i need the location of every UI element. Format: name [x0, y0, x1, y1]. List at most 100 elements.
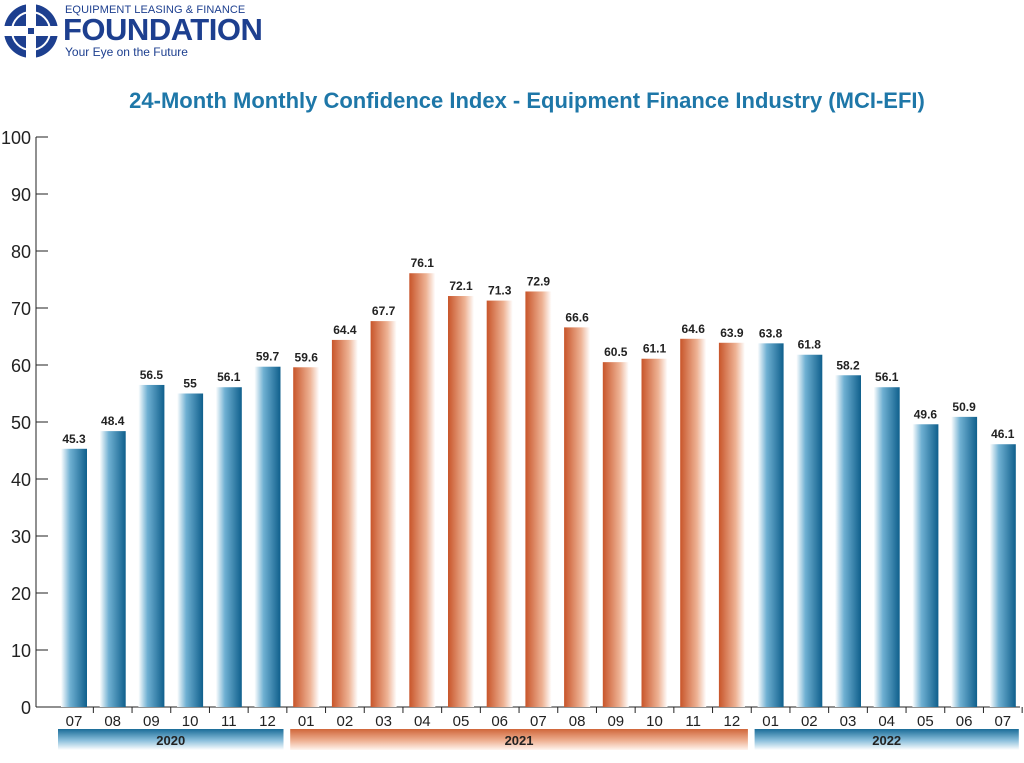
x-tick-label: 01 — [298, 713, 315, 730]
bar — [873, 387, 900, 707]
data-label: 63.8 — [759, 326, 783, 340]
chart-data-labels: 45.3 48.4 56.5 55 56.1 59.7 59.6 64.4 67.7 76.1 72… — [62, 256, 1014, 446]
x-tick-label: 12 — [724, 713, 741, 730]
data-label: 48.4 — [101, 414, 125, 428]
x-tick-label: 07 — [66, 713, 83, 730]
x-tick-label: 06 — [956, 713, 973, 730]
x-tick-label: 08 — [104, 713, 121, 730]
y-tick-label: 80 — [11, 242, 31, 262]
bar — [331, 339, 358, 707]
bar — [409, 273, 436, 707]
bar — [448, 296, 474, 707]
bar — [138, 384, 165, 707]
x-tick-label: 06 — [491, 713, 508, 730]
x-tick-label: 07 — [994, 713, 1011, 730]
data-label: 76.1 — [411, 256, 435, 270]
data-label: 58.2 — [836, 358, 860, 372]
x-tick-label: 08 — [569, 713, 586, 730]
bar — [951, 416, 978, 707]
year-band — [58, 729, 284, 750]
chart-title: 24-Month Monthly Confidence Index - Equi… — [129, 88, 925, 113]
year-band-label: 2021 — [505, 733, 534, 748]
x-tick-label: 11 — [685, 713, 701, 730]
logo-top-line: EQUIPMENT LEASING & FINANCE — [65, 4, 246, 16]
data-label: 56.5 — [140, 368, 164, 382]
y-tick-label: 50 — [11, 413, 31, 433]
x-tick-label: 05 — [917, 713, 934, 730]
x-tick-label: 12 — [259, 713, 276, 730]
data-label: 60.5 — [604, 345, 628, 359]
bar — [254, 366, 281, 707]
y-tick-label: 90 — [11, 185, 31, 205]
y-tick-label: 20 — [11, 584, 31, 604]
data-label: 61.1 — [643, 342, 667, 356]
x-tick-label: 03 — [375, 713, 392, 730]
x-tick-label: 09 — [143, 713, 160, 730]
bar — [525, 291, 552, 707]
bar — [370, 321, 397, 707]
bar — [641, 358, 668, 707]
data-label: 49.6 — [914, 407, 938, 421]
data-label: 72.9 — [527, 274, 551, 288]
x-tick-label: 09 — [607, 713, 624, 730]
bar — [602, 362, 629, 707]
y-tick-label: 60 — [11, 356, 31, 376]
year-band-label: 2020 — [156, 733, 185, 748]
bar — [680, 338, 707, 707]
x-tick-label: 07 — [530, 713, 547, 730]
bar — [835, 375, 861, 707]
data-label: 46.1 — [991, 427, 1015, 441]
year-band — [754, 729, 1019, 750]
bar — [293, 367, 320, 707]
data-label: 64.6 — [682, 322, 706, 336]
data-label: 56.1 — [217, 370, 241, 384]
bar — [757, 343, 784, 707]
x-tick-label: 02 — [801, 713, 818, 730]
globe-cross-icon — [2, 2, 60, 60]
y-tick-label: 70 — [11, 299, 31, 319]
bar — [215, 387, 242, 707]
bar — [718, 342, 745, 707]
x-tick-label: 04 — [878, 713, 895, 730]
data-label: 63.9 — [720, 326, 744, 340]
data-label: 50.9 — [952, 400, 976, 414]
x-tick-label: 02 — [337, 713, 354, 730]
bar — [564, 327, 591, 707]
chart-bars — [61, 273, 1016, 707]
data-label: 71.3 — [488, 284, 512, 298]
data-label: 56.1 — [875, 370, 899, 384]
bar — [177, 393, 204, 707]
y-tick-label: 100 — [1, 128, 31, 148]
bar — [989, 444, 1016, 707]
data-label: 55 — [183, 377, 197, 391]
data-label: 67.7 — [372, 304, 396, 318]
data-label: 64.4 — [333, 323, 357, 337]
logo-name: FOUNDATION — [63, 12, 263, 47]
data-label: 72.1 — [449, 279, 473, 293]
x-tick-label: 10 — [182, 713, 199, 730]
y-tick-label: 40 — [11, 470, 31, 490]
data-label: 61.8 — [798, 338, 822, 352]
x-tick-label: 11 — [221, 713, 237, 730]
year-band — [290, 729, 748, 750]
x-tick-label: 03 — [840, 713, 857, 730]
data-label: 59.6 — [295, 350, 319, 364]
data-label: 45.3 — [62, 432, 86, 446]
data-label: 66.6 — [565, 310, 589, 324]
data-label: 59.7 — [256, 350, 280, 364]
x-tick-label: 04 — [414, 713, 431, 730]
y-tick-label: 0 — [21, 698, 31, 718]
x-tick-label: 01 — [762, 713, 779, 730]
year-bands: 2020 2021 2022 — [58, 729, 1019, 750]
logo-tagline: Your Eye on the Future — [65, 45, 188, 59]
bar — [912, 424, 939, 707]
x-tick-label: 10 — [646, 713, 663, 730]
bar — [61, 448, 87, 707]
x-tick-label: 05 — [453, 713, 470, 730]
y-tick-label: 30 — [11, 527, 31, 547]
bar — [796, 354, 823, 707]
bar — [99, 431, 126, 707]
year-band-label: 2022 — [872, 733, 901, 748]
